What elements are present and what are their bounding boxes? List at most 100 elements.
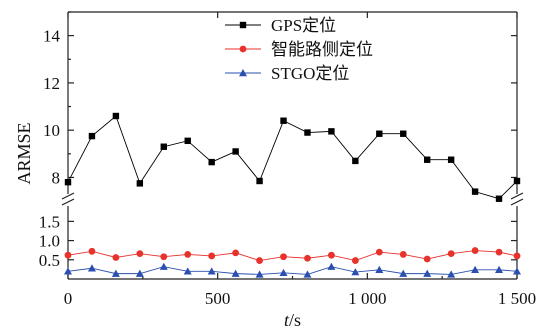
series-line xyxy=(67,266,518,275)
data-point xyxy=(399,251,407,258)
data-point xyxy=(328,251,335,259)
series-circle xyxy=(64,247,521,264)
data-point xyxy=(184,251,192,258)
data-point xyxy=(231,269,240,277)
data-point xyxy=(64,251,72,259)
data-point xyxy=(351,257,359,264)
data-point xyxy=(208,252,216,260)
data-point xyxy=(471,265,480,273)
data-point xyxy=(400,130,407,137)
data-point xyxy=(88,132,96,140)
data-point xyxy=(255,270,264,278)
data-point xyxy=(304,129,311,136)
data-point xyxy=(64,267,72,275)
data-point xyxy=(256,257,263,264)
data-point xyxy=(399,269,408,277)
data-point xyxy=(280,117,287,124)
axis-break-mark xyxy=(61,198,75,206)
data-point xyxy=(232,249,240,257)
data-point xyxy=(513,177,521,185)
data-point xyxy=(183,267,192,275)
data-point xyxy=(136,250,144,258)
data-point xyxy=(471,188,479,195)
data-point xyxy=(207,267,216,275)
axis-break-left xyxy=(61,192,75,206)
data-point xyxy=(159,262,168,270)
y-tick-label: 14 xyxy=(43,27,61,46)
data-point xyxy=(495,195,503,202)
y-tick-label: 0.5 xyxy=(39,251,60,270)
data-point xyxy=(112,112,120,120)
data-point xyxy=(447,250,455,258)
axis-break-mark xyxy=(61,192,75,200)
data-point xyxy=(423,255,431,263)
data-point xyxy=(112,254,120,261)
y-tick-label: 8 xyxy=(52,168,61,187)
series-layer xyxy=(64,112,521,278)
data-point xyxy=(184,137,191,145)
legend-label: 智能路侧定位 xyxy=(271,40,373,59)
data-point xyxy=(208,158,215,166)
legend-entry: GPS定位 xyxy=(225,16,336,35)
data-point xyxy=(88,247,96,255)
axis-break-gap xyxy=(62,195,74,205)
legend-marker xyxy=(239,69,247,77)
data-point xyxy=(256,177,263,185)
data-point xyxy=(280,253,287,261)
data-point xyxy=(160,143,167,150)
data-point xyxy=(495,248,503,256)
data-point xyxy=(111,269,120,277)
series-triangle xyxy=(64,262,521,278)
legend-marker xyxy=(239,21,247,29)
data-point xyxy=(304,254,311,262)
x-tick-label: 0 xyxy=(64,289,73,308)
legend-label: GPS定位 xyxy=(271,16,336,35)
axis-break-mark xyxy=(510,192,524,200)
data-point xyxy=(423,269,432,277)
tick-labels: 0 500 1 000 1 500 8 10 12 14 0.51.01.5 ARMSE t/s xyxy=(14,27,536,329)
data-point xyxy=(375,248,383,256)
data-point xyxy=(279,268,288,277)
series-line xyxy=(67,115,518,200)
data-point xyxy=(351,268,360,276)
y-axis-title: ARMSE xyxy=(14,122,34,184)
data-point xyxy=(64,178,72,186)
data-point xyxy=(352,157,359,165)
legend-label: STGO定位 xyxy=(271,64,349,83)
data-point xyxy=(447,156,455,163)
x-tick-label: 1 500 xyxy=(498,289,536,308)
data-point xyxy=(471,247,479,254)
legend-entry: 智能路侧定位 xyxy=(225,40,373,59)
axis-break-gap xyxy=(511,195,523,205)
data-point xyxy=(447,270,456,278)
data-point xyxy=(513,252,521,260)
data-point xyxy=(135,269,144,277)
legend-entry: STGO定位 xyxy=(225,64,349,83)
data-point xyxy=(160,253,168,261)
y-tick-label: 10 xyxy=(43,121,60,140)
data-point xyxy=(375,265,384,273)
data-point xyxy=(303,270,312,278)
data-point xyxy=(327,262,336,270)
y-tick-label: 1.5 xyxy=(39,212,60,231)
y-tick-label: 12 xyxy=(43,74,60,93)
x-axis-title-unit: /s xyxy=(289,310,301,329)
x-tick-label: 500 xyxy=(205,289,231,308)
data-point xyxy=(376,130,383,137)
series-line xyxy=(67,250,518,262)
x-axis-title-variable: t xyxy=(284,310,290,329)
axis-break-right xyxy=(510,192,524,206)
data-point xyxy=(424,156,431,163)
series-square xyxy=(64,112,521,202)
x-tick-label: 1 000 xyxy=(348,289,386,308)
y-tick-label: 1.0 xyxy=(39,232,60,251)
axis-break-mark xyxy=(510,198,524,206)
data-point xyxy=(495,265,504,273)
data-point xyxy=(513,267,521,275)
axes-layer xyxy=(61,11,524,280)
legend-marker xyxy=(239,45,247,53)
data-point xyxy=(232,148,239,155)
data-point xyxy=(87,264,96,272)
